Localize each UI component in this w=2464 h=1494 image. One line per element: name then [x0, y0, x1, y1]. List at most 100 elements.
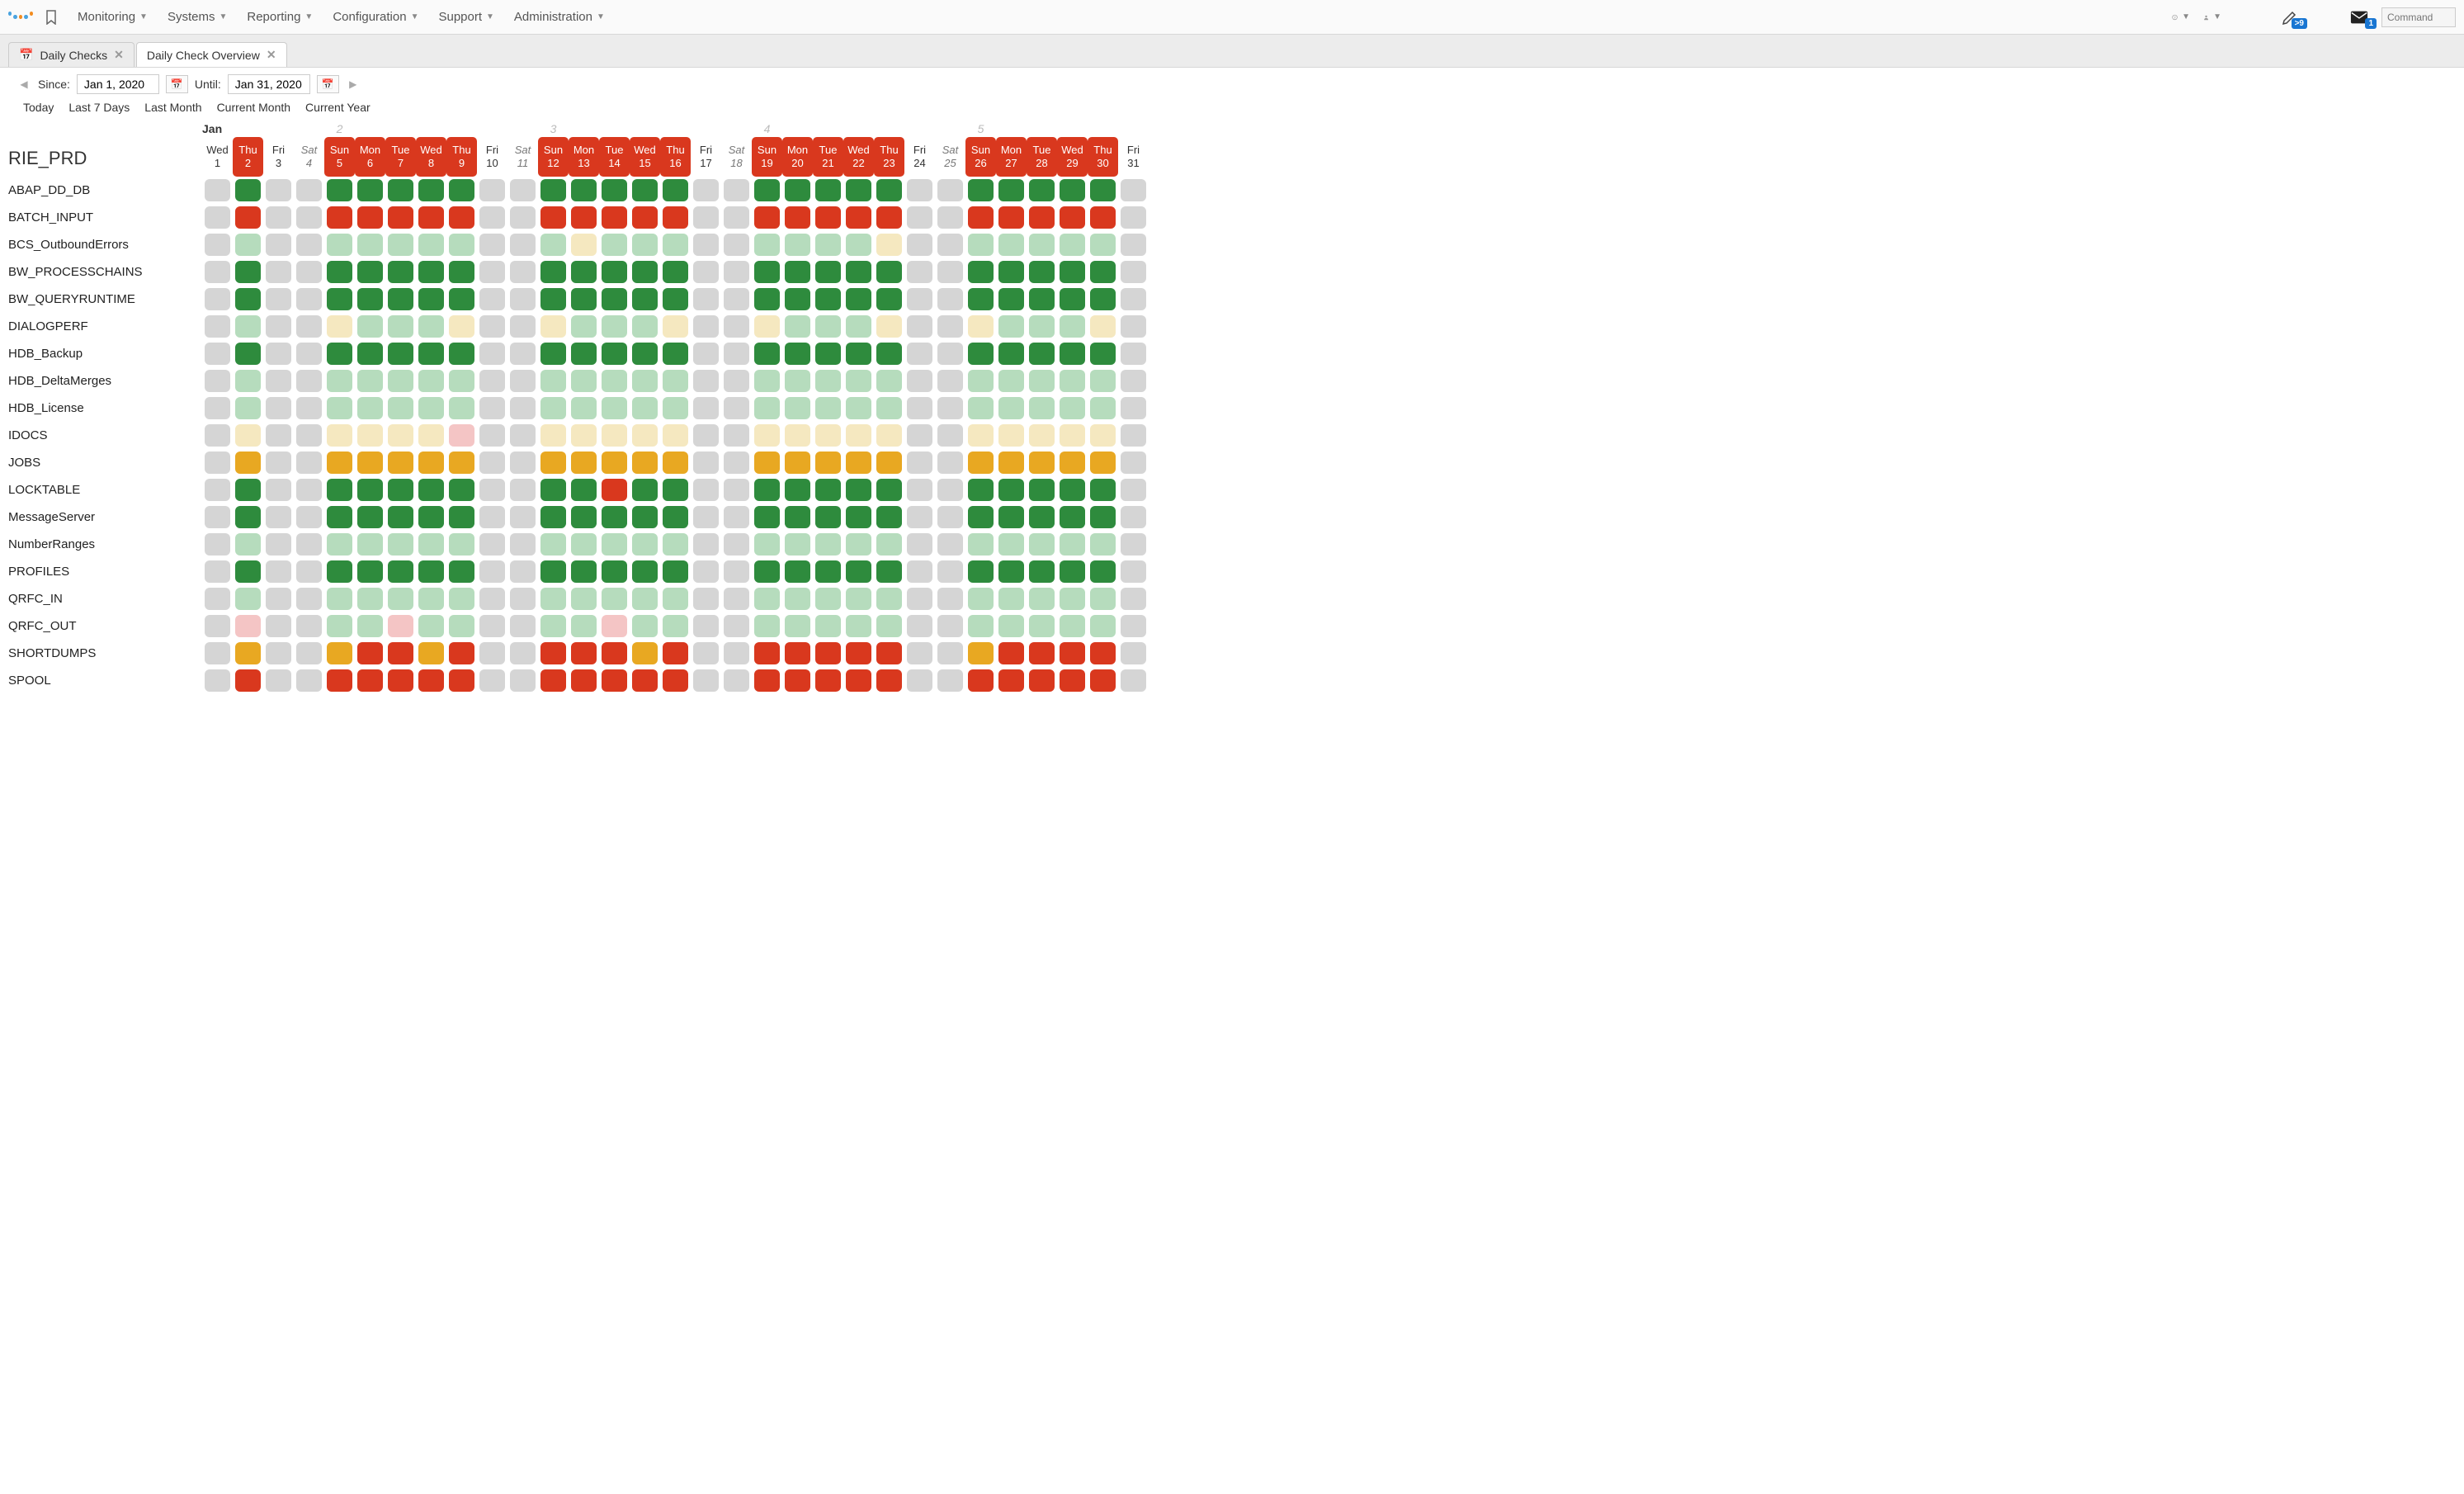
status-cell[interactable]: [540, 533, 566, 556]
quick-range[interactable]: Today: [23, 101, 54, 114]
status-cell[interactable]: [327, 560, 352, 583]
status-cell[interactable]: [846, 179, 871, 201]
status-cell[interactable]: [1121, 615, 1146, 637]
status-cell[interactable]: [479, 615, 505, 637]
day-header[interactable]: Tue7: [385, 137, 416, 177]
status-cell[interactable]: [968, 315, 994, 338]
status-cell[interactable]: [663, 397, 688, 419]
status-cell[interactable]: [602, 424, 627, 447]
status-cell[interactable]: [907, 234, 932, 256]
status-cell[interactable]: [296, 560, 322, 583]
status-cell[interactable]: [632, 288, 658, 310]
status-cell[interactable]: [266, 206, 291, 229]
status-cell[interactable]: [815, 206, 841, 229]
status-cell[interactable]: [907, 642, 932, 664]
status-cell[interactable]: [1060, 615, 1085, 637]
status-cell[interactable]: [449, 343, 474, 365]
status-cell[interactable]: [449, 506, 474, 528]
status-cell[interactable]: [602, 315, 627, 338]
status-cell[interactable]: [998, 452, 1024, 474]
status-cell[interactable]: [266, 479, 291, 501]
status-cell[interactable]: [876, 397, 902, 419]
status-cell[interactable]: [449, 588, 474, 610]
status-cell[interactable]: [815, 234, 841, 256]
status-cell[interactable]: [1090, 560, 1116, 583]
status-cell[interactable]: [266, 560, 291, 583]
status-cell[interactable]: [754, 560, 780, 583]
status-cell[interactable]: [1090, 370, 1116, 392]
menu-reporting[interactable]: Reporting▼: [238, 0, 321, 35]
status-cell[interactable]: [571, 424, 597, 447]
status-cell[interactable]: [571, 669, 597, 692]
status-cell[interactable]: [1090, 206, 1116, 229]
status-cell[interactable]: [205, 261, 230, 283]
status-cell[interactable]: [296, 452, 322, 474]
status-cell[interactable]: [510, 506, 536, 528]
status-cell[interactable]: [693, 343, 719, 365]
status-cell[interactable]: [540, 206, 566, 229]
status-cell[interactable]: [357, 669, 383, 692]
status-cell[interactable]: [998, 560, 1024, 583]
status-cell[interactable]: [1121, 452, 1146, 474]
status-cell[interactable]: [510, 288, 536, 310]
prev-range-button[interactable]: ◀: [17, 78, 31, 90]
status-cell[interactable]: [632, 533, 658, 556]
mail-icon[interactable]: 1: [2350, 8, 2368, 26]
status-cell[interactable]: [602, 261, 627, 283]
status-cell[interactable]: [632, 343, 658, 365]
status-cell[interactable]: [663, 288, 688, 310]
status-cell[interactable]: [235, 588, 261, 610]
status-cell[interactable]: [724, 315, 749, 338]
status-cell[interactable]: [1060, 179, 1085, 201]
status-cell[interactable]: [357, 315, 383, 338]
status-cell[interactable]: [418, 533, 444, 556]
status-cell[interactable]: [418, 206, 444, 229]
status-cell[interactable]: [815, 533, 841, 556]
status-cell[interactable]: [754, 179, 780, 201]
status-cell[interactable]: [479, 397, 505, 419]
status-cell[interactable]: [1060, 261, 1085, 283]
status-cell[interactable]: [479, 288, 505, 310]
day-header[interactable]: Mon6: [355, 137, 385, 177]
status-cell[interactable]: [693, 452, 719, 474]
status-cell[interactable]: [327, 533, 352, 556]
status-cell[interactable]: [388, 506, 413, 528]
status-cell[interactable]: [937, 452, 963, 474]
status-cell[interactable]: [907, 343, 932, 365]
status-cell[interactable]: [540, 424, 566, 447]
status-cell[interactable]: [1029, 479, 1055, 501]
status-cell[interactable]: [266, 506, 291, 528]
status-cell[interactable]: [968, 615, 994, 637]
day-header[interactable]: Sun19: [752, 137, 782, 177]
status-cell[interactable]: [754, 424, 780, 447]
status-cell[interactable]: [876, 533, 902, 556]
status-cell[interactable]: [540, 343, 566, 365]
status-cell[interactable]: [937, 424, 963, 447]
status-cell[interactable]: [1090, 234, 1116, 256]
status-cell[interactable]: [846, 642, 871, 664]
status-cell[interactable]: [479, 560, 505, 583]
status-cell[interactable]: [449, 533, 474, 556]
status-cell[interactable]: [296, 288, 322, 310]
status-cell[interactable]: [693, 479, 719, 501]
status-cell[interactable]: [968, 506, 994, 528]
status-cell[interactable]: [785, 615, 810, 637]
status-cell[interactable]: [205, 533, 230, 556]
status-cell[interactable]: [205, 642, 230, 664]
status-cell[interactable]: [205, 424, 230, 447]
logo-icon[interactable]: [8, 9, 33, 26]
status-cell[interactable]: [937, 588, 963, 610]
day-header[interactable]: Thu23: [874, 137, 904, 177]
status-cell[interactable]: [724, 560, 749, 583]
status-cell[interactable]: [1060, 479, 1085, 501]
status-cell[interactable]: [357, 179, 383, 201]
status-cell[interactable]: [968, 288, 994, 310]
status-cell[interactable]: [876, 452, 902, 474]
status-cell[interactable]: [540, 370, 566, 392]
status-cell[interactable]: [785, 424, 810, 447]
day-header[interactable]: Sat4: [294, 137, 324, 177]
status-cell[interactable]: [235, 452, 261, 474]
status-cell[interactable]: [1029, 588, 1055, 610]
status-cell[interactable]: [785, 179, 810, 201]
status-cell[interactable]: [235, 669, 261, 692]
